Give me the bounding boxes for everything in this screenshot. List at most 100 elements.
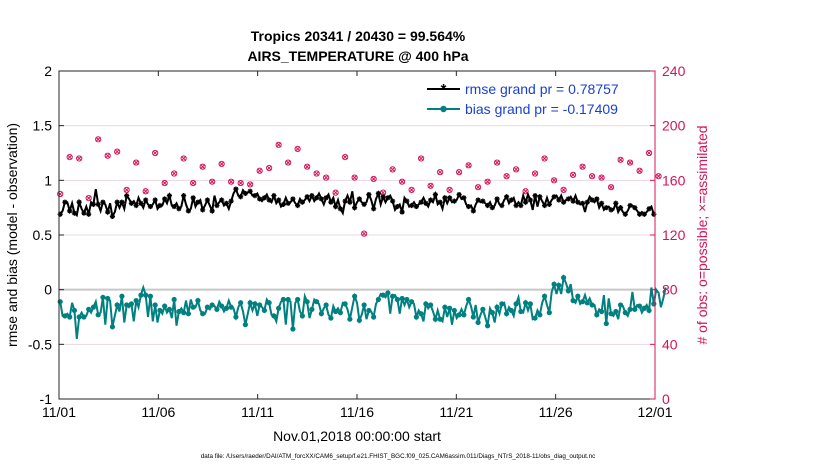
obs-possible-marker <box>323 174 330 181</box>
obs-possible-marker <box>256 167 263 174</box>
obs-possible-marker <box>218 160 225 168</box>
obs-assimilated-marker <box>646 150 652 156</box>
y-tick-label-left: 0.5 <box>33 227 53 243</box>
obs-assimilated-marker <box>637 168 643 174</box>
obs-possible-marker <box>304 163 311 170</box>
rmse-point <box>399 209 405 215</box>
obs-possible-marker <box>209 178 216 185</box>
obs-assimilated-marker <box>494 160 500 166</box>
bias-point <box>413 314 419 320</box>
bias-point <box>617 302 624 308</box>
obs-possible-marker <box>560 186 567 193</box>
bias-point <box>190 304 196 310</box>
rmse-point <box>261 195 267 201</box>
rmse-point <box>352 205 358 211</box>
rmse-point <box>404 198 410 204</box>
rmse-point <box>109 213 116 220</box>
rmse-point <box>114 199 120 205</box>
rmse-point <box>271 193 277 199</box>
obs-assimilated-marker <box>152 150 158 156</box>
bias-point <box>622 310 628 316</box>
bias-point <box>133 298 139 304</box>
y-tick-label-left: 2 <box>44 63 52 79</box>
rmse-point <box>304 194 310 200</box>
obs-possible-marker <box>474 184 482 191</box>
rmse-point <box>651 211 657 217</box>
rmse-point <box>456 191 462 198</box>
obs-possible-marker <box>76 155 83 162</box>
rmse-point <box>508 197 514 203</box>
bias-point <box>470 314 476 320</box>
rmse-point <box>337 206 343 212</box>
obs-possible-marker <box>133 159 140 166</box>
obs-possible-marker <box>66 154 73 161</box>
obs-possible-marker <box>645 149 653 157</box>
rmse-point <box>551 194 557 200</box>
obs-assimilated-marker <box>124 187 130 193</box>
rmse-point <box>166 193 173 199</box>
obs-assimilated-marker <box>76 155 82 162</box>
rmse-point <box>522 199 529 205</box>
obs-assimilated-marker <box>143 188 149 194</box>
obs-possible-marker <box>484 178 491 185</box>
rmse-point <box>366 191 372 198</box>
bias-point <box>475 319 481 326</box>
bias-point <box>295 296 301 303</box>
rmse-point <box>90 201 97 207</box>
rmse-point <box>608 207 614 213</box>
rmse-point <box>285 200 291 206</box>
rmse-point <box>594 196 600 202</box>
bias-point <box>551 281 557 287</box>
bias-point <box>352 293 358 299</box>
rmse-point <box>124 193 130 199</box>
obs-possible-marker <box>104 152 111 159</box>
obs-possible-marker <box>332 189 339 196</box>
bias-point <box>556 282 562 288</box>
rmse-point <box>537 194 543 200</box>
y-tick-label-right: 160 <box>662 172 686 188</box>
bias-point <box>214 306 220 312</box>
rmse-point <box>128 200 135 206</box>
bias-point <box>290 326 296 332</box>
obs-possible-marker <box>465 162 472 169</box>
rmse-point <box>428 197 434 203</box>
bias-point <box>143 292 149 298</box>
bias-point <box>271 313 277 319</box>
bias-point <box>565 288 571 294</box>
obs-assimilated-marker <box>447 187 453 193</box>
bias-point <box>627 306 633 312</box>
rmse-point <box>451 198 457 204</box>
bias-point <box>366 307 372 314</box>
bias-point <box>484 323 491 329</box>
obs-assimilated-marker <box>542 155 548 162</box>
y-tick-label-left: 1.5 <box>33 118 53 134</box>
rmse-point <box>342 198 348 204</box>
rmse-point <box>266 197 272 203</box>
bias-point <box>342 301 348 307</box>
obs-assimilated-marker <box>162 180 168 186</box>
obs-assimilated-marker <box>390 166 396 172</box>
obs-assimilated-marker <box>570 172 576 178</box>
obs-assimilated-marker <box>532 170 538 177</box>
bias-point <box>252 301 258 307</box>
rmse-point <box>81 210 87 216</box>
bias-point <box>641 305 647 311</box>
rmse-point <box>119 199 125 205</box>
bias-point <box>323 302 329 308</box>
obs-assimilated-marker <box>409 187 415 193</box>
rmse-point <box>461 195 467 201</box>
bias-point <box>451 307 457 314</box>
y-tick-label-right: 0 <box>662 391 670 407</box>
bias-point <box>285 296 291 303</box>
bias-point <box>185 311 192 317</box>
bias-point <box>442 304 448 310</box>
rmse-point <box>646 206 652 212</box>
obs-possible-marker <box>617 156 624 163</box>
obs-possible-marker <box>541 155 548 162</box>
bias-point <box>494 304 500 310</box>
rmse-point <box>409 202 415 209</box>
obs-possible-marker <box>503 173 510 180</box>
bias-point <box>219 303 225 309</box>
obs-assimilated-marker <box>285 160 291 166</box>
